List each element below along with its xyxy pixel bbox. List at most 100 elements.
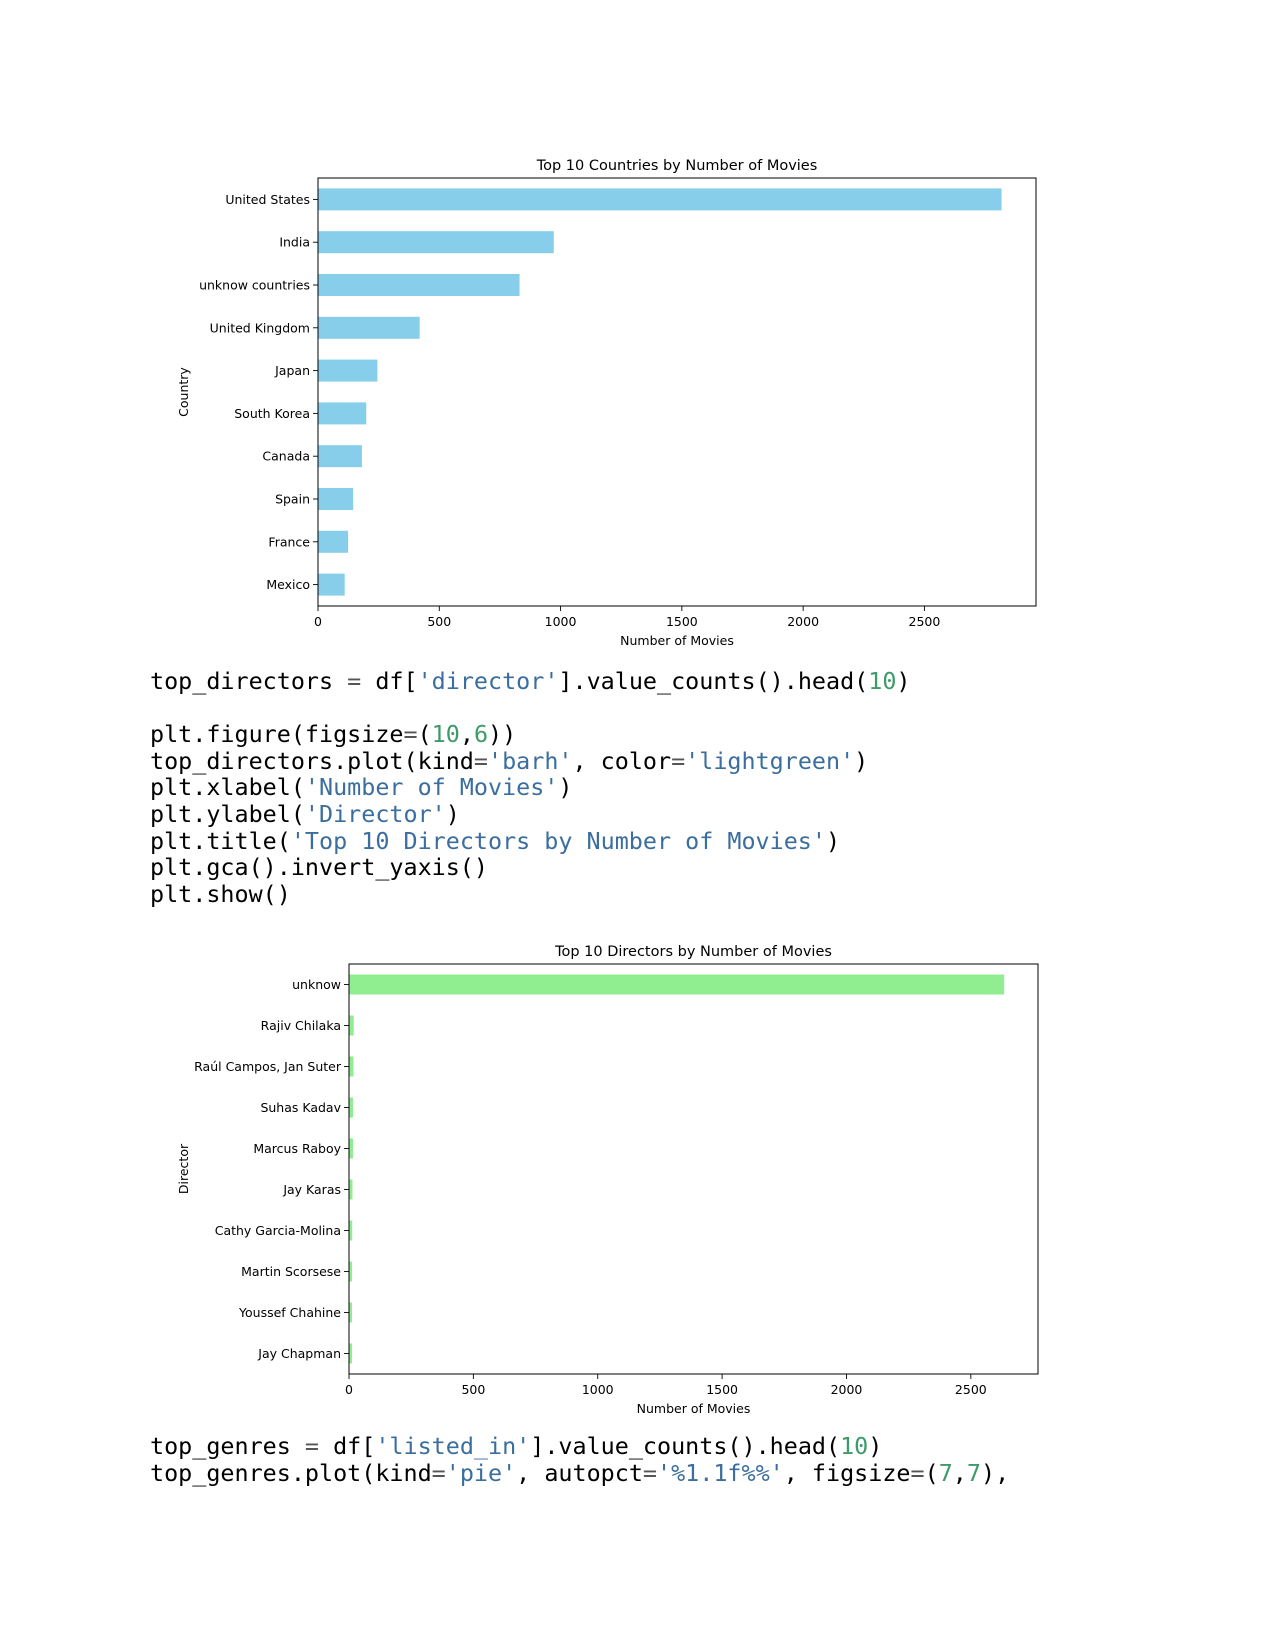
y-tick-label-0: United States: [225, 192, 310, 207]
code-token: 'director': [417, 667, 559, 695]
bar-2: [349, 1056, 354, 1077]
code-line: top_directors.plot(kind='barh', color='l…: [150, 746, 911, 775]
code-token: 10: [868, 667, 897, 695]
y-tick-label-3: United Kingdom: [210, 320, 310, 335]
code-token: ,: [459, 720, 474, 749]
code-line: [150, 695, 911, 722]
y-tick-label-4: Marcus Raboy: [253, 1141, 341, 1156]
x-tick-label-4: 2000: [831, 1382, 863, 1397]
chart-title: Top 10 Directors by Number of Movies: [554, 944, 832, 960]
code-token: =: [671, 746, 686, 775]
y-axis-label: Director: [176, 1143, 191, 1194]
code-token: , autopct: [516, 1458, 643, 1487]
code-token: top_genres: [150, 1432, 305, 1460]
x-tick-label-4: 2000: [787, 614, 819, 629]
code-line: plt.gca().invert_yaxis(): [150, 854, 911, 881]
code-token: top_directors: [150, 667, 348, 695]
x-axis-label: Number of Movies: [637, 1401, 751, 1416]
code-token: =: [347, 667, 362, 695]
countries-chart: Top 10 Countries by Number of Movies Unit…: [0, 140, 1275, 650]
y-axis-label: Country: [176, 367, 191, 417]
bar-4: [318, 359, 378, 382]
code-token: df[: [319, 1432, 376, 1460]
y-tick-label-4: Japan: [274, 363, 310, 378]
code-token: 7: [938, 1458, 953, 1487]
code-token: df[: [361, 667, 418, 695]
code-token: =: [403, 720, 418, 749]
bar-0: [349, 974, 1005, 995]
code-token: top_genres.plot(kind: [150, 1458, 432, 1487]
y-tick-label-9: Mexico: [266, 577, 310, 592]
code-token: , figsize: [783, 1458, 911, 1487]
code-token: 'listed_in': [375, 1432, 531, 1460]
bar-1: [318, 231, 554, 254]
bar-5: [318, 402, 367, 425]
code-line: plt.xlabel('Number of Movies'): [150, 774, 911, 801]
y-tick-label-2: unknow countries: [199, 278, 310, 293]
bar-7: [349, 1261, 352, 1282]
bar-0: [318, 188, 1002, 211]
y-tick-label-8: Youssef Chahine: [238, 1305, 341, 1320]
plot-frame: [317, 177, 1037, 607]
y-tick-label-6: Canada: [262, 449, 310, 464]
countries-chart-svg: Top 10 Countries by Number of Movies Unit…: [176, 158, 1037, 648]
code-token: plt.xlabel(: [150, 773, 305, 802]
bar-3: [318, 316, 420, 339]
code-token: (: [924, 1458, 939, 1487]
code-token: plt.figure(figsize: [150, 720, 404, 749]
code-token: 6: [473, 720, 489, 749]
x-tick-label-0: 0: [314, 614, 322, 629]
bar-1: [349, 1015, 354, 1036]
y-tick-label-7: Martin Scorsese: [241, 1264, 341, 1279]
y-tick-label-9: Jay Chapman: [257, 1346, 341, 1361]
code-token: 'Director': [304, 799, 446, 828]
bar-3: [349, 1097, 353, 1118]
code-token: =: [642, 1458, 658, 1487]
code-token: top_directors.plot(kind: [150, 746, 474, 775]
y-tick-label-8: France: [268, 534, 310, 549]
x-tick-label-0: 0: [345, 1382, 353, 1397]
x-tick-label-5: 2500: [955, 1382, 987, 1397]
bar-6: [349, 1220, 353, 1241]
code-token: plt.ylabel(: [150, 799, 305, 828]
bar-4: [349, 1138, 353, 1159]
code-cell-directors: top_directors = df['director'].value_cou…: [150, 668, 911, 907]
y-tick-label-6: Cathy Garcia-Molina: [215, 1223, 341, 1238]
plot-frame: [348, 963, 1039, 1375]
y-tick-label-7: Spain: [275, 492, 310, 507]
y-tick-label-3: Suhas Kadav: [260, 1100, 341, 1115]
x-tick-label-2: 1000: [545, 614, 577, 629]
code-line: plt.figure(figsize=(10,6)): [150, 721, 911, 748]
chart-title: Top 10 Countries by Number of Movies: [536, 158, 818, 174]
code-token: ): [445, 799, 460, 828]
bar-9: [318, 573, 345, 596]
code-token: =: [431, 1458, 446, 1487]
code-token: ): [558, 773, 573, 802]
code-token: 'barh': [488, 746, 573, 775]
code-line: plt.title('Top 10 Directors by Number of…: [150, 826, 911, 855]
code-token: ): [868, 1432, 883, 1460]
directors-chart: Top 10 Directors by Number of Movies unkn…: [0, 926, 1275, 1436]
code-token: 'Top 10 Directors by Number of Movies': [290, 826, 826, 855]
code-token: plt.gca().invert_yaxis(): [150, 853, 488, 882]
code-token: 7: [966, 1458, 981, 1487]
code-token: 'Number of Movies': [304, 773, 559, 802]
directors-chart-svg: Top 10 Directors by Number of Movies unkn…: [176, 944, 1039, 1416]
code-line: plt.ylabel('Director'): [150, 801, 911, 828]
bar-6: [318, 445, 362, 468]
code-token: , color: [572, 746, 672, 775]
code-token: plt.title(: [150, 826, 291, 855]
code-token: ].value_counts().head(: [558, 667, 869, 695]
x-tick-label-2: 1000: [582, 1382, 614, 1397]
bar-7: [318, 488, 354, 510]
y-tick-label-1: Rajiv Chilaka: [261, 1018, 341, 1033]
code-token: =: [304, 1432, 319, 1460]
code-token: ): [896, 667, 911, 695]
code-token: )): [488, 720, 517, 749]
code-token: plt.show(): [150, 879, 291, 908]
code-token: (: [417, 720, 432, 749]
x-tick-label-5: 2500: [909, 614, 941, 629]
bar-9: [349, 1343, 352, 1364]
code-token: 10: [431, 720, 460, 749]
x-tick-label-3: 1500: [666, 614, 698, 629]
